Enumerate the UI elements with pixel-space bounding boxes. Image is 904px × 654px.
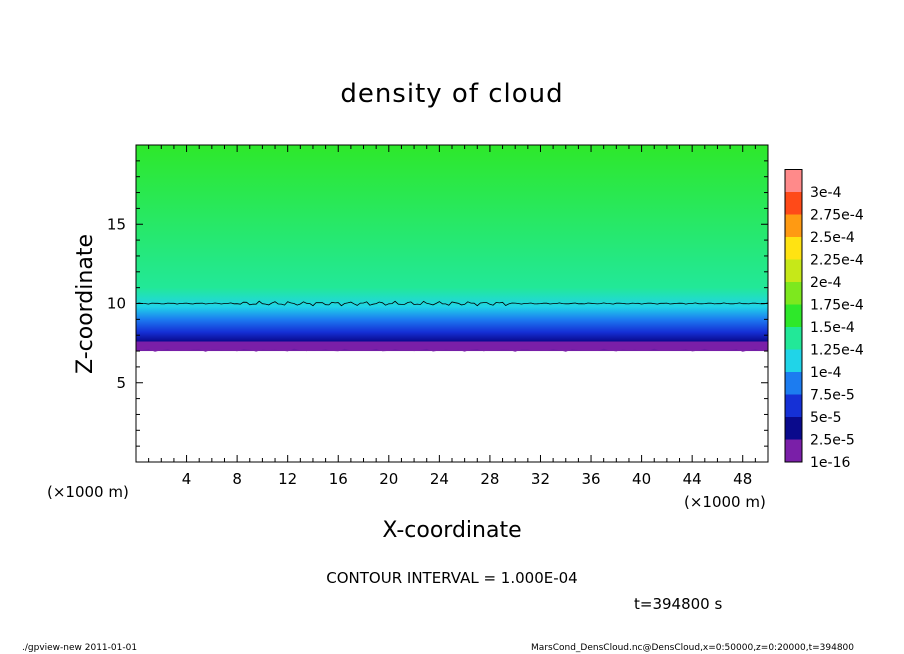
footer-left: ./gpview-new 2011-01-01 — [22, 643, 138, 653]
cloud-density-field — [136, 145, 768, 352]
y-unit-label: (×1000 m) — [47, 483, 129, 501]
x-tick-label: 48 — [733, 470, 752, 488]
legend-swatch — [785, 214, 802, 237]
x-unit-label: (×1000 m) — [684, 493, 766, 511]
legend-swatch — [785, 327, 802, 350]
legend-swatch — [785, 259, 802, 282]
chart-title: density of cloud — [340, 79, 563, 109]
x-tick-label: 12 — [278, 470, 297, 488]
legend-label: 5e-5 — [810, 410, 841, 426]
contour-line — [135, 300, 769, 307]
legend-swatch — [785, 304, 802, 327]
x-tick-label: 8 — [232, 470, 242, 488]
y-tick-label: 15 — [107, 215, 126, 233]
x-tick-label: 36 — [581, 470, 600, 488]
legend-label: 1e-16 — [810, 455, 850, 471]
legend-swatch — [785, 282, 802, 305]
legend-label: 2e-4 — [810, 275, 842, 291]
legend-label: 1e-4 — [810, 365, 842, 381]
legend-swatch — [785, 439, 802, 462]
legend-label: 2.75e-4 — [810, 208, 864, 224]
legend: 1e-16 2.5e-5 5e-5 7.5e-5 1e-4 1.25e-4 1.5e-4 1.… — [784, 169, 864, 471]
x-tick-label: 28 — [480, 470, 499, 488]
x-tick-label: 24 — [430, 470, 449, 488]
x-tick-label: 20 — [379, 470, 398, 488]
legend-label: 7.5e-5 — [810, 388, 855, 404]
y-axis-title: Z-coordinate — [73, 234, 98, 374]
x-tick-label: 44 — [683, 470, 702, 488]
legend-label: 2.5e-5 — [810, 433, 855, 449]
x-tick-label: 16 — [329, 470, 348, 488]
y-tick-label: 5 — [116, 374, 126, 392]
legend-swatch — [785, 394, 802, 417]
legend-label: 1.75e-4 — [810, 298, 864, 314]
legend-swatch — [785, 192, 802, 215]
cloud-base-band — [136, 341, 768, 352]
legend-label: 3e-4 — [810, 185, 842, 201]
contour-interval-text: CONTOUR INTERVAL = 1.000E-04 — [326, 569, 577, 587]
legend-swatch — [785, 372, 802, 395]
legend-label: 2.25e-4 — [810, 253, 864, 269]
legend-swatch — [785, 169, 802, 192]
field-layer — [135, 145, 769, 352]
legend-swatch — [785, 349, 802, 372]
time-label: t=394800 s — [634, 595, 722, 613]
y-tick-label: 10 — [107, 295, 126, 313]
legend-label: 1.5e-4 — [810, 320, 855, 336]
footer-right: MarsCond_DensCloud.nc@DensCloud,x=0:5000… — [531, 643, 854, 653]
x-axis-title: X-coordinate — [382, 518, 521, 543]
x-tick-label: 32 — [531, 470, 550, 488]
x-tick-label: 40 — [632, 470, 651, 488]
legend-swatch — [785, 237, 802, 260]
x-tick-label: 4 — [182, 470, 192, 488]
legend-swatch — [785, 417, 802, 440]
legend-label: 1.25e-4 — [810, 343, 864, 359]
legend-label: 2.5e-4 — [810, 230, 855, 246]
legend-frame — [784, 169, 803, 463]
